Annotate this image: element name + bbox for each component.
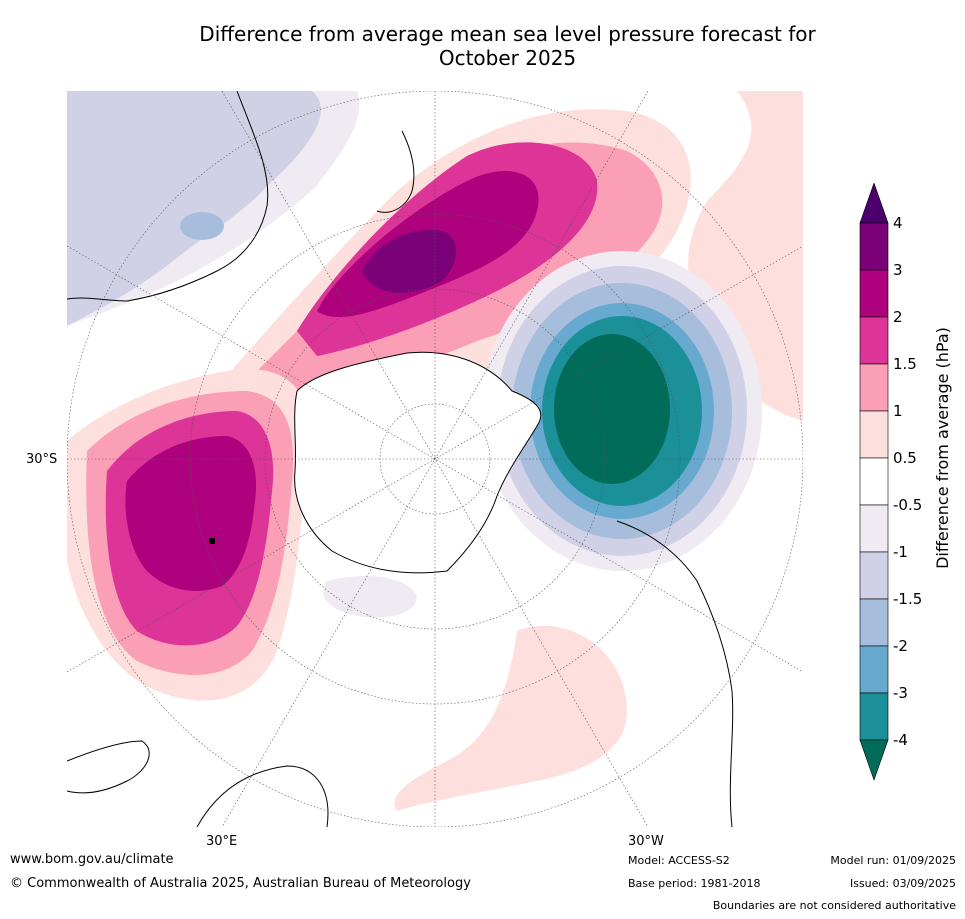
colorbar-bin xyxy=(859,598,889,647)
footer-copyright: © Commonwealth of Australia 2025, Austra… xyxy=(10,876,471,891)
footer-model: Model: ACCESS-S2 xyxy=(628,854,730,867)
positive-anomaly-tasman xyxy=(187,109,691,447)
colorbar-tick-label: 1 xyxy=(893,402,903,420)
colorbar-tick-label: -1 xyxy=(893,543,908,561)
colorbar-tick-label: -3 xyxy=(893,684,908,702)
colorbar-bin xyxy=(859,316,889,365)
colorbar-tick-label: -0.5 xyxy=(893,496,922,514)
colorbar-bin xyxy=(859,504,889,553)
footer-disclaimer: Boundaries are not considered authoritat… xyxy=(712,899,956,912)
colorbar: 4 3 2 1.5 1 0.5 -0.5 -1 -1.5 -2 -3 -4 Difference fr… xyxy=(859,183,952,781)
lon-label-30w: 30°W xyxy=(628,834,664,849)
title-line-2: October 2025 xyxy=(438,46,577,70)
antarctica-coastline xyxy=(294,351,542,574)
colorbar-tick-label: 1.5 xyxy=(893,355,917,373)
colorbar-tick-label: -1.5 xyxy=(893,590,922,608)
colorbar-bin xyxy=(859,222,889,271)
colorbar-bin xyxy=(859,269,889,318)
colorbar-tick-label: 0.5 xyxy=(893,449,917,467)
footer-model-run: Model run: 01/09/2025 xyxy=(830,854,956,867)
colorbar-tick-label: -2 xyxy=(893,637,908,655)
colorbar-label: Difference from average (hPa) xyxy=(933,327,952,569)
colorbar-bin xyxy=(859,692,889,741)
colorbar-bin-bottom xyxy=(859,739,889,781)
negative-anomaly-australia xyxy=(67,91,360,326)
map-title: Difference from average mean sea level p… xyxy=(100,22,915,70)
negative-anomaly-drake-passage xyxy=(482,251,762,571)
colorbar-bin-top xyxy=(859,183,889,224)
colorbar-tick-label: 4 xyxy=(893,214,903,232)
colorbar-bin xyxy=(859,363,889,412)
negative-anomaly-south-atlantic xyxy=(323,576,417,618)
pressure-anomaly-map xyxy=(67,91,803,827)
footer-website: www.bom.gov.au/climate xyxy=(10,852,174,867)
graticule xyxy=(67,91,803,827)
colorbar-bin xyxy=(859,410,889,459)
positive-anomaly-south xyxy=(394,625,627,811)
footer-base-period: Base period: 1981-2018 xyxy=(628,877,761,890)
positive-anomaly-south-atlantic xyxy=(67,369,309,701)
colorbar-tick-label: -4 xyxy=(893,731,908,749)
coastlines xyxy=(67,91,734,827)
colorbar-bin xyxy=(859,457,889,506)
lat-label-30s: 30°S xyxy=(26,452,58,467)
title-line-1: Difference from average mean sea level p… xyxy=(199,22,816,46)
footer-issued: Issued: 03/09/2025 xyxy=(849,877,956,890)
colorbar-bin xyxy=(859,551,889,600)
colorbar-tick-label: 2 xyxy=(893,308,903,326)
lon-label-30e: 30°E xyxy=(206,834,238,849)
colorbar-bin xyxy=(859,645,889,694)
colorbar-tick-label: 3 xyxy=(893,261,903,279)
